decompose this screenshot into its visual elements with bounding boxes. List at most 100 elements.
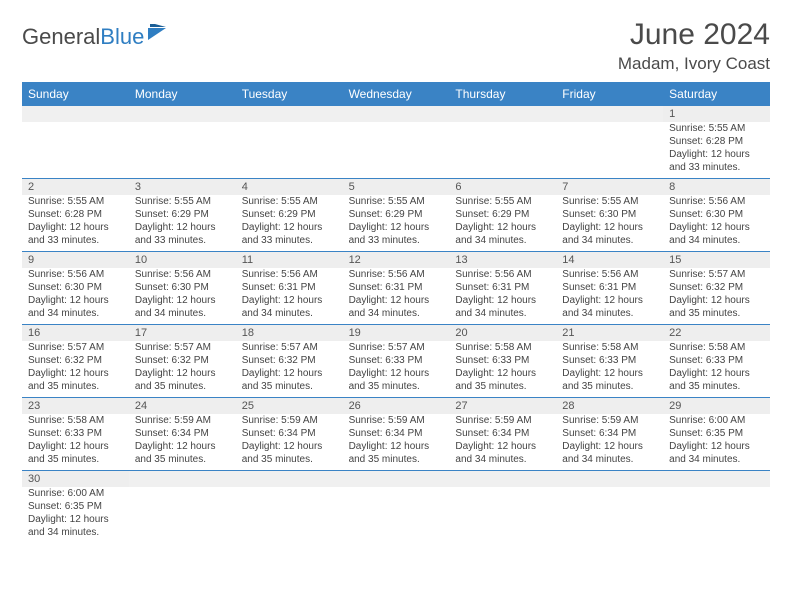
daynum-row: 16171819202122 [22,325,770,341]
day-number [449,471,556,487]
day-number: 21 [556,325,663,341]
day-cell: Sunrise: 5:57 AMSunset: 6:32 PMDaylight:… [663,268,770,324]
day-cell [236,487,343,543]
week-row: Sunrise: 6:00 AMSunset: 6:35 PMDaylight:… [22,487,770,543]
day-number [22,106,129,122]
day-cell: Sunrise: 5:58 AMSunset: 6:33 PMDaylight:… [556,341,663,397]
day-number: 13 [449,252,556,268]
day-cell: Sunrise: 5:55 AMSunset: 6:29 PMDaylight:… [236,195,343,251]
day-number: 18 [236,325,343,341]
day-number: 9 [22,252,129,268]
day-cell [449,487,556,543]
day-number [663,471,770,487]
day-number: 24 [129,398,236,414]
day-cell: Sunrise: 5:58 AMSunset: 6:33 PMDaylight:… [663,341,770,397]
location: Madam, Ivory Coast [618,54,770,74]
day-cell: Sunrise: 5:55 AMSunset: 6:28 PMDaylight:… [22,195,129,251]
day-cell: Sunrise: 5:58 AMSunset: 6:33 PMDaylight:… [22,414,129,470]
title-block: June 2024 Madam, Ivory Coast [618,18,770,74]
day-cell: Sunrise: 5:59 AMSunset: 6:34 PMDaylight:… [343,414,450,470]
day-cell: Sunrise: 5:56 AMSunset: 6:30 PMDaylight:… [129,268,236,324]
day-number: 10 [129,252,236,268]
day-number: 28 [556,398,663,414]
day-cell: Sunrise: 5:57 AMSunset: 6:33 PMDaylight:… [343,341,450,397]
day-number: 1 [663,106,770,122]
day-cell: Sunrise: 6:00 AMSunset: 6:35 PMDaylight:… [663,414,770,470]
week-row: Sunrise: 5:55 AMSunset: 6:28 PMDaylight:… [22,195,770,252]
day-number: 3 [129,179,236,195]
day-number [129,471,236,487]
day-cell [129,122,236,178]
day-number: 11 [236,252,343,268]
day-cell [449,122,556,178]
day-number [236,471,343,487]
day-header-friday: Friday [556,82,663,106]
day-number: 30 [22,471,129,487]
flag-icon [148,24,170,40]
calendar: SundayMondayTuesdayWednesdayThursdayFrid… [22,82,770,543]
weeks-container: 1Sunrise: 5:55 AMSunset: 6:28 PMDaylight… [22,106,770,543]
day-cell: Sunrise: 5:56 AMSunset: 6:31 PMDaylight:… [236,268,343,324]
day-cell: Sunrise: 5:56 AMSunset: 6:30 PMDaylight:… [663,195,770,251]
day-cell [129,487,236,543]
header: GeneralBlue June 2024 Madam, Ivory Coast [22,18,770,74]
day-cell: Sunrise: 5:56 AMSunset: 6:31 PMDaylight:… [556,268,663,324]
logo-text-2: Blue [100,24,144,50]
day-header-saturday: Saturday [663,82,770,106]
day-cell: Sunrise: 5:55 AMSunset: 6:30 PMDaylight:… [556,195,663,251]
day-cell [236,122,343,178]
day-cell: Sunrise: 5:59 AMSunset: 6:34 PMDaylight:… [449,414,556,470]
month-title: June 2024 [618,18,770,52]
day-cell: Sunrise: 5:57 AMSunset: 6:32 PMDaylight:… [236,341,343,397]
daynum-row: 9101112131415 [22,252,770,268]
day-number [556,106,663,122]
week-row: Sunrise: 5:55 AMSunset: 6:28 PMDaylight:… [22,122,770,179]
day-header-sunday: Sunday [22,82,129,106]
day-cell: Sunrise: 6:00 AMSunset: 6:35 PMDaylight:… [22,487,129,543]
day-header-thursday: Thursday [449,82,556,106]
day-header-monday: Monday [129,82,236,106]
day-cell [343,122,450,178]
day-number: 19 [343,325,450,341]
day-cell: Sunrise: 5:55 AMSunset: 6:29 PMDaylight:… [129,195,236,251]
day-number: 22 [663,325,770,341]
day-number: 17 [129,325,236,341]
daynum-row: 23242526272829 [22,398,770,414]
day-number: 4 [236,179,343,195]
day-cell [22,122,129,178]
day-cell: Sunrise: 5:57 AMSunset: 6:32 PMDaylight:… [129,341,236,397]
week-row: Sunrise: 5:56 AMSunset: 6:30 PMDaylight:… [22,268,770,325]
day-number: 27 [449,398,556,414]
week-row: Sunrise: 5:57 AMSunset: 6:32 PMDaylight:… [22,341,770,398]
day-number: 7 [556,179,663,195]
day-cell: Sunrise: 5:56 AMSunset: 6:31 PMDaylight:… [343,268,450,324]
logo-text-1: General [22,24,100,50]
day-cell [556,122,663,178]
day-number: 14 [556,252,663,268]
day-number: 6 [449,179,556,195]
day-header-wednesday: Wednesday [343,82,450,106]
daynum-row: 30 [22,471,770,487]
day-number: 29 [663,398,770,414]
day-number [236,106,343,122]
day-cell: Sunrise: 5:56 AMSunset: 6:30 PMDaylight:… [22,268,129,324]
day-cell: Sunrise: 5:58 AMSunset: 6:33 PMDaylight:… [449,341,556,397]
daynum-row: 2345678 [22,179,770,195]
day-cell: Sunrise: 5:55 AMSunset: 6:28 PMDaylight:… [663,122,770,178]
day-cell [343,487,450,543]
day-cell [556,487,663,543]
day-cell: Sunrise: 5:57 AMSunset: 6:32 PMDaylight:… [22,341,129,397]
day-number: 2 [22,179,129,195]
day-cell: Sunrise: 5:55 AMSunset: 6:29 PMDaylight:… [343,195,450,251]
day-number [129,106,236,122]
day-number: 5 [343,179,450,195]
day-number: 25 [236,398,343,414]
day-number: 15 [663,252,770,268]
day-cell: Sunrise: 5:56 AMSunset: 6:31 PMDaylight:… [449,268,556,324]
day-number: 20 [449,325,556,341]
day-cell: Sunrise: 5:59 AMSunset: 6:34 PMDaylight:… [556,414,663,470]
day-number [449,106,556,122]
day-number [556,471,663,487]
day-number [343,471,450,487]
daynum-row: 1 [22,106,770,122]
